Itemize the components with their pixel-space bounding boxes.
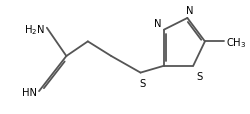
Text: S: S <box>196 71 202 81</box>
Text: CH$_3$: CH$_3$ <box>226 36 247 50</box>
Text: N: N <box>186 6 193 16</box>
Text: S: S <box>139 79 145 89</box>
Text: N: N <box>154 19 161 28</box>
Text: HN: HN <box>22 87 37 97</box>
Text: H$_2$N: H$_2$N <box>24 23 45 36</box>
